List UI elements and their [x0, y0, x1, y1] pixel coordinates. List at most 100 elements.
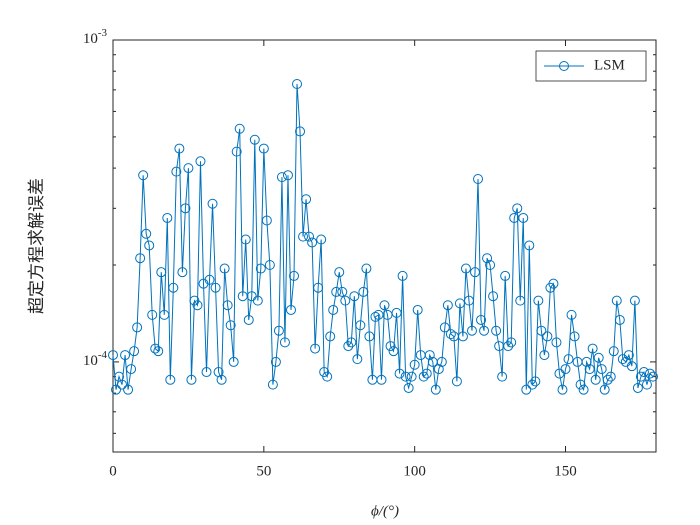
data-marker	[485, 260, 496, 271]
data-marker	[539, 350, 550, 361]
y-axis-label: 超定方程求解误差	[27, 178, 46, 314]
data-marker	[424, 350, 435, 361]
data-marker	[120, 350, 131, 361]
data-marker	[129, 346, 140, 357]
data-marker	[409, 359, 420, 370]
data-marker	[138, 170, 149, 181]
data-marker	[252, 295, 263, 306]
data-marker	[162, 212, 173, 223]
data-marker	[219, 263, 230, 274]
data-marker	[376, 374, 387, 385]
data-marker	[298, 231, 309, 242]
data-marker	[210, 282, 221, 293]
data-marker	[340, 295, 351, 306]
data-marker	[355, 320, 366, 331]
data-marker	[575, 379, 586, 390]
data-marker	[123, 384, 134, 395]
data-marker	[418, 371, 429, 382]
data-marker	[126, 364, 137, 375]
data-marker	[310, 343, 321, 354]
data-marker	[231, 146, 242, 157]
data-marker	[602, 374, 613, 385]
x-tick-label: 0	[109, 463, 117, 479]
data-marker	[108, 350, 118, 361]
data-marker	[174, 143, 185, 154]
data-marker	[168, 282, 179, 293]
data-marker	[482, 253, 493, 264]
data-marker	[590, 374, 601, 385]
data-marker	[147, 309, 158, 320]
data-line	[112, 83, 654, 392]
data-marker	[391, 307, 402, 318]
data-marker	[216, 374, 227, 385]
data-marker	[159, 309, 170, 320]
data-marker	[207, 198, 218, 209]
data-marker	[201, 367, 212, 378]
data-marker	[470, 267, 480, 278]
data-marker	[144, 240, 155, 251]
data-marker	[584, 364, 595, 375]
data-marker	[234, 123, 245, 134]
data-marker	[451, 376, 462, 387]
legend-marker	[559, 61, 569, 71]
data-marker	[557, 384, 568, 395]
data-marker	[276, 172, 287, 183]
data-marker	[343, 341, 354, 352]
data-marker	[273, 325, 284, 336]
data-marker	[228, 356, 239, 367]
data-marker	[430, 384, 441, 395]
data-marker	[264, 260, 275, 271]
data-marker	[295, 126, 306, 137]
data-marker	[632, 382, 643, 393]
data-marker	[111, 384, 122, 395]
data-marker	[292, 78, 303, 89]
data-marker	[623, 350, 634, 361]
data-marker	[282, 170, 293, 181]
data-marker	[479, 325, 490, 336]
data-marker	[563, 354, 574, 365]
data-marker	[171, 166, 182, 177]
data-marker	[476, 314, 487, 325]
data-marker	[186, 374, 197, 385]
data-marker	[222, 300, 233, 311]
data-marker	[285, 304, 296, 315]
data-marker	[370, 311, 381, 322]
data-marker	[466, 325, 477, 336]
y-tick-label: 10-4	[83, 348, 108, 369]
data-marker	[491, 325, 502, 336]
data-marker	[611, 295, 622, 306]
x-tick-label: 50	[256, 463, 271, 479]
x-axis-label: ϕ/(°)	[371, 503, 399, 519]
data-marker	[548, 278, 559, 289]
data-marker	[629, 295, 640, 306]
data-marker	[307, 237, 318, 248]
data-marker	[406, 371, 417, 382]
data-marker	[328, 304, 339, 315]
data-marker	[460, 263, 471, 274]
data-marker	[165, 374, 176, 385]
data-marker	[497, 371, 508, 382]
data-marker	[192, 300, 203, 311]
data-marker	[400, 371, 411, 382]
data-marker	[436, 356, 447, 367]
data-marker	[204, 274, 215, 285]
legend-label: LSM	[594, 57, 625, 73]
data-marker	[325, 331, 336, 342]
data-marker	[117, 379, 128, 390]
data-marker	[524, 240, 535, 251]
data-marker	[135, 253, 146, 264]
data-marker	[488, 291, 499, 302]
data-marker	[255, 263, 266, 274]
data-marker	[346, 337, 357, 348]
data-marker	[261, 215, 272, 226]
data-marker	[421, 368, 432, 379]
plot-area	[112, 39, 657, 453]
data-marker	[397, 270, 408, 281]
data-marker	[569, 331, 580, 342]
data-marker	[304, 231, 315, 242]
data-marker	[132, 322, 143, 333]
data-marker	[638, 367, 649, 378]
data-marker	[530, 376, 541, 387]
data-marker	[349, 291, 360, 302]
data-marker	[412, 304, 423, 315]
